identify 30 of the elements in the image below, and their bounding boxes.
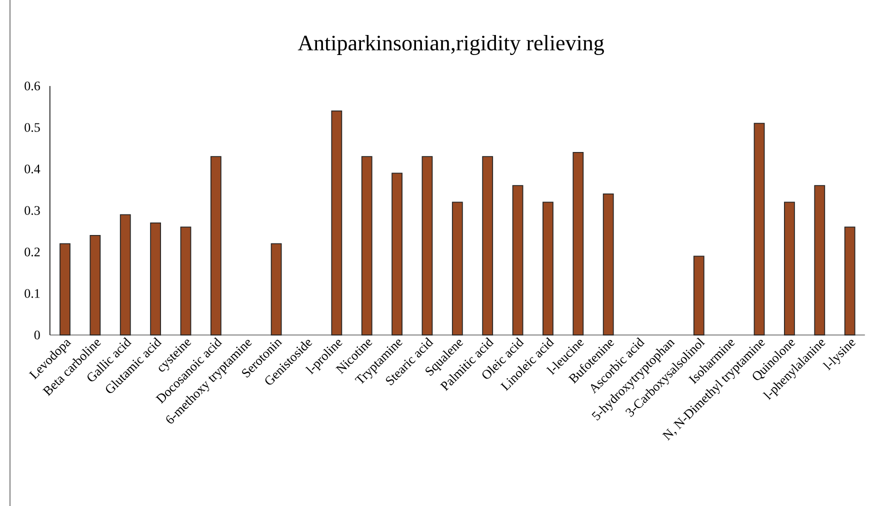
bar [572, 152, 584, 336]
bar [512, 185, 524, 336]
bar [754, 122, 765, 336]
chart-title: Antiparkinsonian,rigidity relieving [298, 34, 604, 55]
bar [150, 222, 162, 336]
y-tick-label: 0.1 [24, 289, 40, 298]
bar [482, 156, 494, 336]
bar [180, 226, 192, 336]
bar [392, 172, 402, 336]
bar [784, 202, 795, 336]
bar [210, 156, 222, 336]
bar [60, 243, 70, 336]
bar [452, 202, 463, 336]
bar [120, 214, 131, 336]
bar [602, 193, 614, 336]
bar [361, 156, 372, 336]
bar [844, 226, 856, 336]
bar [542, 202, 554, 336]
y-tick-label: 0.6 [24, 82, 40, 90]
y-tick-label: 0.3 [24, 206, 40, 215]
y-tick-label: 0.4 [24, 164, 40, 174]
y-tick-label: 0 [34, 330, 40, 340]
bar [693, 256, 704, 336]
bar [90, 234, 101, 336]
y-tick-label: 0.5 [24, 123, 40, 132]
bar [814, 185, 826, 336]
bar [422, 156, 433, 336]
bar [270, 243, 282, 336]
bar [331, 110, 342, 336]
y-tick-label: 0.2 [24, 248, 40, 256]
